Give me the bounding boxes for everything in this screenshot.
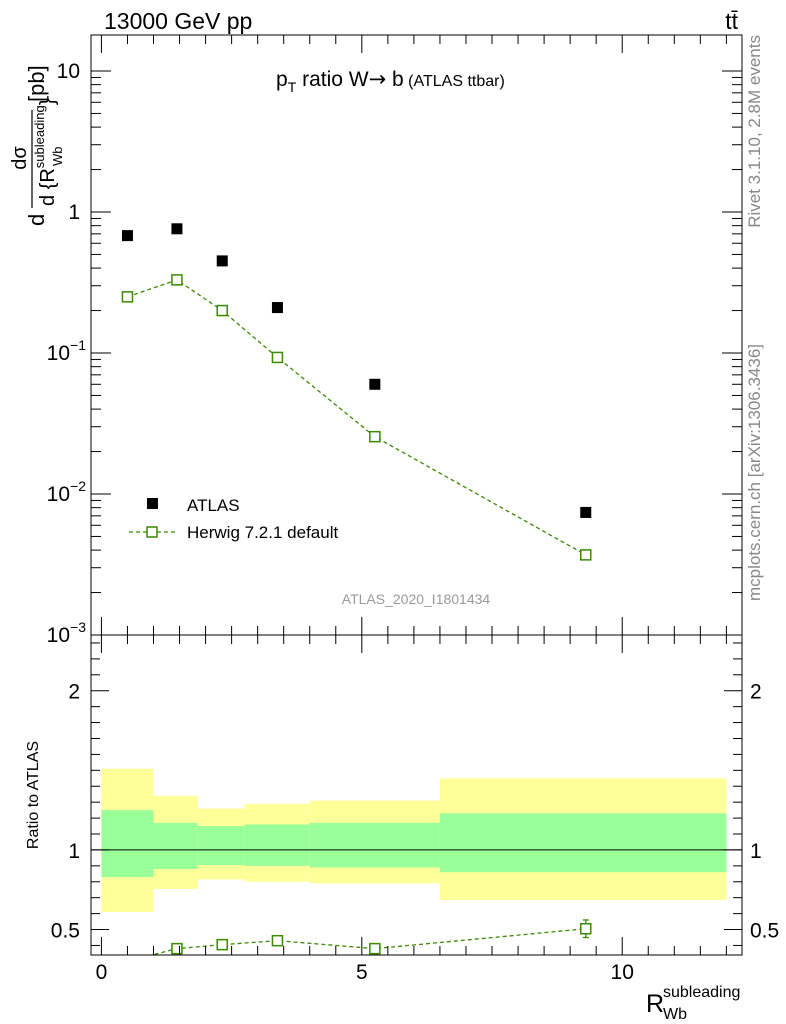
main-y-tick-label: 1 [68,201,80,224]
main-panel: 10 1 10−1 10−2 10−3 pT ratio W→ b (ATLAS ttb… [9,34,743,647]
atlas-point [216,255,228,267]
ratio-series-layer [122,919,592,966]
svg-text:Wb: Wb [663,1006,687,1023]
herwig-point [271,351,284,364]
header-energy-label: 13000 GeV pp [104,8,252,34]
ratio-panel: 0.5 0.5 1 1 2 2 0 5 10 Ratio to ATLAS R subleadi… [25,634,779,1023]
ratio-herwig-point [122,956,132,966]
ratio-band-inner [153,822,198,870]
ratio-herwig-point [171,942,183,955]
svg-text:R: R [646,990,664,1018]
svg-text:Wb: Wb [50,147,65,167]
main-y-tick-labels: 10 1 10−1 10−2 10−3 [47,60,87,647]
atlas-point [580,506,592,518]
main-y-axis-label: d dσ d {Rsubleading} Wb [pb] [9,65,65,226]
ratio-herwig-line [149,928,586,955]
legend-atlas-marker [147,498,158,509]
ratio-plot-frame [90,634,743,956]
svg-text:dσ: dσ [9,146,31,170]
ratio-y-tick-label-right: 2 [750,681,762,704]
x-axis-label: R subleading Wb [646,984,740,1023]
ratio-uncertainty-bands [101,768,727,913]
herwig-point [171,274,183,286]
ratio-y-tick-label-right: 0.5 [750,920,779,943]
header-process-label: tt̄ [725,8,738,34]
mcplots-credit-label: mcplots.cern.ch [arXiv:1306.3436] [745,344,764,601]
ratio-y-tick-label: 2 [68,681,80,704]
main-plot-frame [90,34,743,636]
x-tick-label: 0 [96,961,108,984]
ratio-band-inner [439,813,727,873]
ratio-y-tick-label: 1 [68,840,80,863]
ratio-herwig-point [271,934,284,947]
main-y-tick-label: 10 [57,60,80,83]
herwig-point [580,549,592,561]
ratio-y-tick-label: 0.5 [51,920,80,943]
ratio-band-inner [101,810,154,877]
ratio-y-axis-label: Ratio to ATLAS [25,741,42,849]
herwig-point [216,304,228,317]
atlas-point [271,302,283,314]
ratio-herwig-point [580,922,592,935]
herwig-line [127,279,587,556]
plot-title: pT ratio W→ b (ATLAS ttbar) [276,67,505,95]
x-tick-label: 5 [356,961,368,984]
analysis-watermark: ATLAS_2020_I1801434 [342,591,491,607]
atlas-point [121,230,133,242]
legend-atlas-label: ATLAS [187,496,240,515]
legend-herwig-marker [146,526,158,538]
herwig-point [369,430,381,443]
ratio-tick-labels: 0.5 0.5 1 1 2 2 0 5 10 [51,681,779,984]
svg-text:subleading: subleading [663,984,740,1001]
svg-text:[pb]: [pb] [24,65,49,102]
ratio-herwig-point [216,938,228,951]
main-y-tick-label: 10−2 [47,478,87,506]
ratio-axis-ticks [91,635,742,955]
atlas-point [369,378,381,390]
svg-text:d {Rsubleading}: d {Rsubleading} [32,98,59,206]
main-y-tick-label: 10−3 [47,619,87,647]
ratio-band-inner [244,824,310,866]
ratio-band-inner [309,822,440,868]
rivet-version-label: Rivet 3.1.10, 2.8M events [745,35,764,228]
ratio-y-tick-label-right: 1 [750,840,762,863]
herwig-point [121,291,134,303]
x-tick-label: 10 [611,961,634,984]
main-series-layer [121,223,592,561]
main-y-tick-label: 10−1 [47,337,87,365]
ratio-band-inner [197,826,245,866]
svg-text:d: d [24,214,49,226]
legend-herwig-label: Herwig 7.2.1 default [187,523,338,542]
atlas-point [171,223,183,235]
ratio-herwig-point [369,942,381,955]
legend: ATLAS Herwig 7.2.1 default [129,496,338,542]
main-axis-ticks [91,35,742,636]
